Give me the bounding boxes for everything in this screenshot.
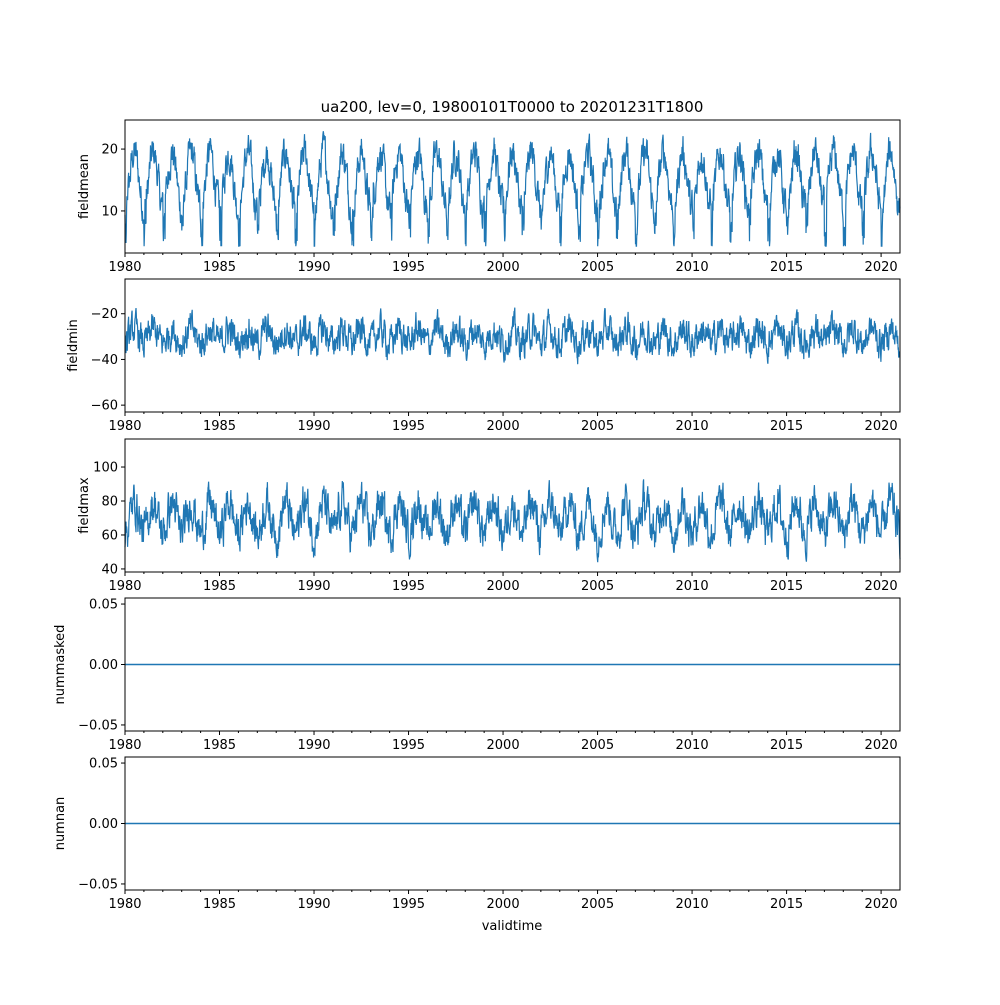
y-tick-label: −0.05 bbox=[78, 718, 118, 733]
x-tick-label: 2005 bbox=[581, 260, 614, 275]
y-axis-label: fieldmean bbox=[77, 154, 92, 219]
y-tick-label: 0.00 bbox=[89, 658, 118, 673]
x-tick-label: 1995 bbox=[392, 579, 425, 594]
x-tick-label: 2010 bbox=[676, 419, 709, 434]
x-tick-label: 1980 bbox=[108, 260, 141, 275]
y-tick-label: 100 bbox=[93, 461, 118, 476]
x-tick-label: 2000 bbox=[487, 260, 520, 275]
y-axis-label: fieldmin bbox=[66, 319, 81, 372]
x-tick-label: 2020 bbox=[865, 738, 898, 753]
x-tick-label: 2015 bbox=[770, 260, 803, 275]
y-tick-label: 10 bbox=[101, 204, 118, 219]
x-tick-label: 2020 bbox=[865, 419, 898, 434]
series-line-fieldmin bbox=[124, 307, 901, 365]
x-tick-label: 1985 bbox=[203, 579, 236, 594]
y-axis-label: numnan bbox=[53, 797, 68, 851]
y-tick-label: −20 bbox=[91, 307, 118, 322]
x-tick-label: 2010 bbox=[676, 260, 709, 275]
x-tick-label: 2015 bbox=[770, 419, 803, 434]
x-tick-label: 2000 bbox=[487, 579, 520, 594]
chart-title: ua200, lev=0, 19800101T0000 to 20201231T… bbox=[321, 98, 704, 116]
x-tick-label: 1990 bbox=[297, 738, 330, 753]
y-tick-label: −60 bbox=[91, 399, 118, 414]
y-tick-label: 80 bbox=[101, 494, 118, 509]
x-tick-label: 1985 bbox=[203, 738, 236, 753]
panel-fieldmax: 1980 1985 1990 1995 2000 2005 2010 2015 2020 40 60… bbox=[77, 438, 901, 594]
x-tick-label: 2000 bbox=[487, 419, 520, 434]
plot-frame bbox=[124, 438, 901, 573]
x-tick-label: 1995 bbox=[392, 738, 425, 753]
x-tick-label: 1985 bbox=[203, 260, 236, 275]
x-tick-label: 1990 bbox=[297, 260, 330, 275]
panel-nummasked: 1980 1985 1990 1995 2000 2005 2010 2015 2020 −0.0… bbox=[53, 597, 901, 753]
y-tick-label: 0.05 bbox=[89, 598, 118, 613]
x-tick-label: 1980 bbox=[108, 579, 141, 594]
x-tick-label: 2020 bbox=[865, 260, 898, 275]
y-axis-label: fieldmax bbox=[77, 477, 92, 534]
x-tick-label: 2020 bbox=[865, 897, 898, 912]
x-axis-label: validtime bbox=[482, 919, 543, 934]
y-tick-label: 0.00 bbox=[89, 817, 118, 832]
series-line-fieldmax bbox=[124, 479, 901, 563]
x-tick-label: 1995 bbox=[392, 419, 425, 434]
x-tick-label: 2020 bbox=[865, 579, 898, 594]
x-tick-label: 1995 bbox=[392, 260, 425, 275]
panel-fieldmin: 1980 1985 1990 1995 2000 2005 2010 2015 2020 −60 −… bbox=[66, 278, 901, 434]
x-tick-label: 1980 bbox=[108, 897, 141, 912]
y-tick-label: −0.05 bbox=[78, 877, 118, 892]
y-tick-label: 0.05 bbox=[89, 757, 118, 772]
x-tick-label: 2005 bbox=[581, 738, 614, 753]
plot-frame bbox=[124, 119, 901, 254]
x-tick-label: 2005 bbox=[581, 419, 614, 434]
x-tick-label: 2015 bbox=[770, 897, 803, 912]
x-tick-label: 1990 bbox=[297, 419, 330, 434]
x-tick-label: 1985 bbox=[203, 897, 236, 912]
x-tick-label: 1990 bbox=[297, 579, 330, 594]
x-tick-label: 2015 bbox=[770, 738, 803, 753]
x-tick-label: 2005 bbox=[581, 897, 614, 912]
panel-numnan: 1980 1985 1990 1995 2000 2005 2010 2015 2020 −0.0… bbox=[53, 756, 901, 912]
plot-frame bbox=[124, 278, 901, 413]
x-tick-label: 1995 bbox=[392, 897, 425, 912]
x-tick-label: 2000 bbox=[487, 738, 520, 753]
y-axis-label: nummasked bbox=[53, 625, 68, 705]
x-tick-label: 2010 bbox=[676, 738, 709, 753]
y-tick-label: 40 bbox=[101, 562, 118, 577]
y-tick-label: 20 bbox=[101, 143, 118, 158]
x-tick-label: 2000 bbox=[487, 897, 520, 912]
x-tick-label: 2010 bbox=[676, 897, 709, 912]
x-tick-label: 2010 bbox=[676, 579, 709, 594]
x-tick-label: 1980 bbox=[108, 738, 141, 753]
y-tick-label: 60 bbox=[101, 528, 118, 543]
panel-fieldmean: 1980 1985 1990 1995 2000 2005 2010 2015 2020 10 20… bbox=[77, 119, 901, 275]
x-tick-label: 2005 bbox=[581, 579, 614, 594]
x-tick-label: 1980 bbox=[108, 419, 141, 434]
x-tick-label: 1990 bbox=[297, 897, 330, 912]
y-tick-label: −40 bbox=[91, 353, 118, 368]
series-line-fieldmean bbox=[124, 131, 901, 247]
x-tick-label: 2015 bbox=[770, 579, 803, 594]
x-tick-label: 1985 bbox=[203, 419, 236, 434]
